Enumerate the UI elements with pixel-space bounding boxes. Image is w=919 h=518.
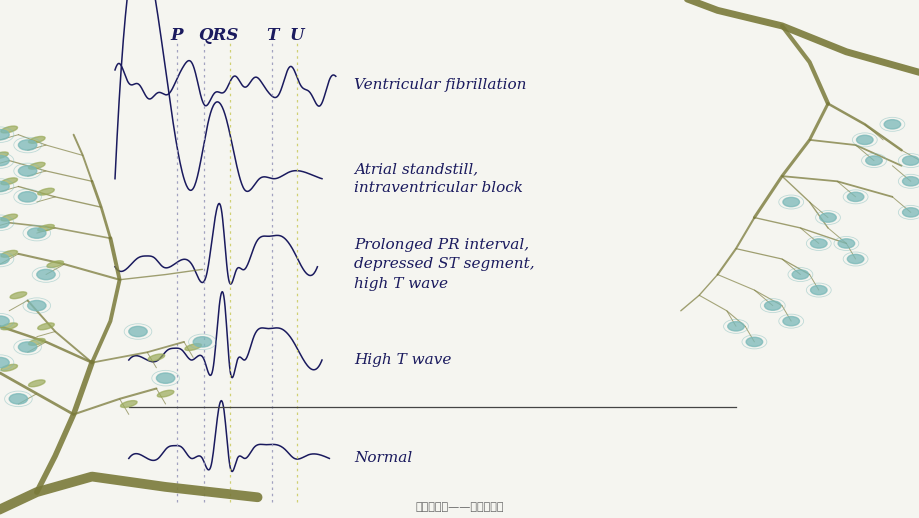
Ellipse shape (38, 224, 54, 232)
Circle shape (18, 166, 37, 176)
Text: Atrial standstill,
intraventricular block: Atrial standstill, intraventricular bloc… (354, 162, 523, 195)
Ellipse shape (1, 250, 17, 257)
Circle shape (837, 239, 854, 248)
Circle shape (129, 326, 147, 337)
Circle shape (0, 316, 9, 326)
Circle shape (28, 300, 46, 311)
Ellipse shape (157, 390, 174, 397)
Circle shape (810, 239, 826, 248)
Circle shape (0, 218, 9, 228)
Ellipse shape (1, 214, 17, 221)
Ellipse shape (28, 380, 45, 387)
Text: U: U (289, 26, 304, 44)
Ellipse shape (28, 162, 45, 169)
Circle shape (902, 177, 918, 186)
Circle shape (18, 192, 37, 202)
Ellipse shape (38, 323, 54, 330)
Circle shape (791, 270, 808, 279)
Circle shape (193, 337, 211, 347)
Circle shape (856, 135, 872, 145)
Ellipse shape (1, 364, 17, 371)
Text: T: T (266, 26, 278, 44)
Ellipse shape (1, 126, 17, 133)
Ellipse shape (10, 292, 27, 299)
Circle shape (865, 156, 881, 165)
Circle shape (846, 192, 863, 202)
Circle shape (0, 130, 9, 140)
Circle shape (37, 269, 55, 280)
Ellipse shape (28, 338, 45, 346)
Text: QRS: QRS (198, 26, 238, 44)
Ellipse shape (120, 400, 137, 408)
Text: Prolonged PR interval,
depressed ST segment,
high T wave: Prolonged PR interval, depressed ST segm… (354, 238, 534, 291)
Ellipse shape (148, 354, 165, 361)
Circle shape (9, 394, 28, 404)
Circle shape (810, 285, 826, 295)
Circle shape (782, 197, 799, 207)
Circle shape (745, 337, 762, 347)
Text: High T wave: High T wave (354, 353, 451, 367)
Circle shape (0, 181, 9, 192)
Ellipse shape (185, 343, 201, 351)
Circle shape (819, 213, 835, 222)
Circle shape (846, 254, 863, 264)
Ellipse shape (1, 323, 17, 330)
Ellipse shape (28, 136, 45, 143)
Ellipse shape (38, 188, 54, 195)
Circle shape (0, 155, 9, 166)
Circle shape (0, 254, 9, 264)
Text: P: P (170, 26, 183, 44)
Circle shape (782, 316, 799, 326)
Ellipse shape (47, 261, 63, 268)
Circle shape (764, 301, 780, 310)
Ellipse shape (0, 152, 8, 159)
Ellipse shape (1, 178, 17, 185)
Circle shape (156, 373, 175, 383)
Circle shape (0, 357, 9, 368)
Text: 病理生理学——钒代谢紫乱: 病理生理学——钒代谢紫乱 (415, 502, 504, 512)
Text: Normal: Normal (354, 451, 412, 466)
Circle shape (902, 208, 918, 217)
Text: Ventricular fibrillation: Ventricular fibrillation (354, 78, 527, 93)
Circle shape (18, 140, 37, 150)
Circle shape (727, 322, 743, 331)
Circle shape (902, 156, 918, 165)
Circle shape (883, 120, 900, 129)
Circle shape (28, 228, 46, 238)
Circle shape (18, 342, 37, 352)
